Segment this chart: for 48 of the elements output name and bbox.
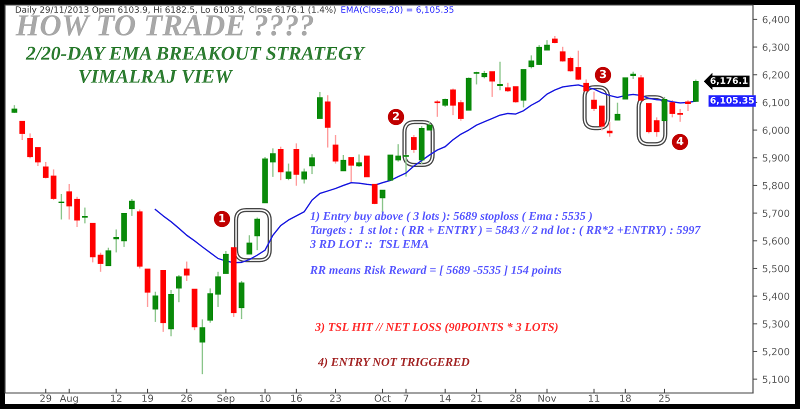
y-tick-label: 6,000: [762, 126, 790, 135]
x-tick-label: 7: [404, 394, 408, 402]
y-tick-label: 5,900: [762, 154, 790, 163]
annotation: Daily 29/11/2013 Open 6103.9, Hi 6182.5, Lo 6103.8, Close 6176.1 (1.4%): [16, 6, 336, 14]
text: 6,105.35: [710, 96, 754, 105]
y-tick-label: 5,400: [762, 292, 790, 301]
annotation: 3) TSL HIT // NET LOSS (90POINTS * 3 LOTS): [314, 322, 558, 334]
y-tick-label: 6,400: [762, 16, 790, 24]
x-tick-label: 26: [181, 394, 192, 402]
annotation: 1: [219, 214, 226, 222]
x-tick-label: Aug: [60, 394, 78, 404]
annotation: Targets : 1 st lot : ( RR + ENTRY ) = 5843 // 2 nd lot : ( RR*2 +ENTRY) : 5997: [310, 226, 701, 236]
annotation: RR means Risk Reward = [ 5689 -5535 ] 154 points: [310, 266, 562, 276]
y-tick-label: 5,700: [762, 210, 790, 218]
text: 2/20-DAY EMA BREAKOUT STRATEGY VIMALRAJ VIEW: [26, 46, 366, 83]
x-tick-label: 18: [620, 394, 631, 402]
chart-title: HOW TO TRADE ????: [15, 15, 314, 36]
x-tick-label: 12: [111, 394, 122, 402]
x-tick-label: 28: [510, 394, 522, 402]
annotation: EMA(Close,20) = 6,105.35: [341, 6, 454, 14]
y-tick-label: 5,800: [762, 182, 790, 190]
y-tick-label: 5,300: [762, 320, 790, 329]
text: 6,176.1: [710, 77, 748, 86]
x-tick-label: 19: [142, 394, 154, 402]
x-tick-label: 25: [659, 394, 670, 402]
annotation: 2: [393, 112, 399, 120]
y-tick-label: 5,500: [762, 264, 790, 274]
annotation: 3: [600, 70, 606, 78]
annotation: 4: [676, 136, 684, 146]
x-tick-label: Oct: [374, 394, 391, 402]
annotation: 3 RD LOT :: TSL EMA: [310, 240, 429, 248]
y-tick-label: 6,300: [762, 44, 790, 52]
x-tick-label: Nov: [538, 394, 556, 402]
y-tick-label: 5,200: [762, 348, 790, 356]
x-tick-label: 10: [260, 394, 271, 402]
annotation: 1) Entry buy above ( 3 lots ): 5689 stoploss ( Ema : 5535 ): [310, 212, 592, 222]
x-tick-label: 11: [588, 394, 600, 402]
y-tick-label: 6,100: [762, 98, 790, 108]
x-tick-label: 16: [291, 394, 302, 402]
y-tick-label: 5,100: [762, 376, 790, 384]
x-tick-label: 14: [440, 394, 451, 402]
x-tick-label: 21: [471, 394, 482, 402]
x-tick-label: 23: [330, 394, 341, 402]
x-tick-label: Sep: [217, 394, 235, 404]
y-tick-label: 6,200: [762, 71, 790, 80]
annotation: 4) ENTRY NOT TRIGGERED: [318, 358, 470, 368]
y-tick-label: 5,600: [762, 237, 790, 246]
x-tick-label: 29: [40, 394, 52, 402]
